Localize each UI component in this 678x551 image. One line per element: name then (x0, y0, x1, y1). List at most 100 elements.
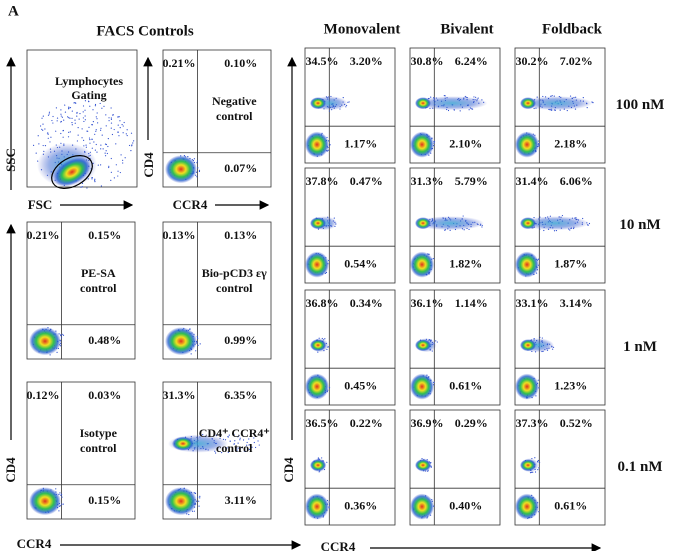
event-dot (55, 488, 57, 490)
axis-label: CD4 (3, 457, 18, 483)
event-dot (68, 117, 70, 119)
event-dot (81, 137, 83, 139)
event-dot (198, 170, 201, 173)
event-dot (44, 128, 46, 130)
event-dot (195, 350, 197, 352)
event-dot (130, 132, 133, 134)
event-dot (196, 162, 198, 164)
event-dot (196, 336, 198, 338)
event-dot (246, 444, 248, 446)
event-dot (333, 217, 335, 219)
event-dot (73, 102, 75, 104)
event-dot (481, 226, 483, 228)
event-dot (111, 133, 114, 136)
event-dot (47, 133, 49, 135)
event-dot (82, 117, 85, 119)
event-dot (115, 164, 117, 166)
event-dot (107, 145, 109, 148)
event-dot (88, 126, 90, 128)
event-dot (226, 447, 228, 449)
event-dot (94, 105, 97, 107)
quadrant-value: 0.45% (344, 378, 377, 392)
quadrant-value: 0.21% (163, 56, 196, 70)
event-dot (84, 115, 86, 117)
event-dot (566, 109, 568, 112)
event-dot (105, 150, 107, 152)
event-dot (92, 109, 94, 111)
event-dot (239, 439, 241, 441)
event-dot (60, 494, 62, 496)
event-dot (435, 340, 437, 342)
quadrant-value: 33.1% (516, 296, 549, 310)
event-dot (32, 144, 35, 147)
population-cloud (305, 131, 329, 158)
event-dot (96, 112, 98, 114)
event-dot (87, 130, 89, 132)
event-dot (432, 257, 434, 260)
event-dot (125, 133, 127, 135)
event-dot (42, 144, 44, 147)
event-dot (52, 122, 54, 124)
event-dot (68, 106, 70, 108)
quadrant-value: 31.4% (516, 174, 549, 188)
event-dot (91, 176, 93, 179)
event-dot (219, 433, 221, 436)
event-dot (50, 136, 52, 138)
event-dot (119, 171, 121, 174)
event-dot (243, 450, 245, 452)
event-dot (49, 354, 51, 356)
event-dot (67, 116, 69, 118)
event-dot (459, 110, 461, 112)
event-dot (110, 122, 113, 124)
quadrant-value: 37.8% (306, 174, 339, 188)
event-dot (91, 178, 93, 180)
event-dot (60, 115, 62, 117)
event-dot (85, 146, 87, 148)
quadrant-value: 30.8% (411, 54, 444, 68)
event-dot (131, 145, 133, 147)
quadrant-value: 2.10% (449, 136, 482, 150)
event-dot (113, 177, 115, 179)
event-dot (133, 140, 135, 142)
event-dot (328, 501, 330, 503)
event-dot (328, 387, 331, 389)
event-dot (592, 102, 594, 104)
event-dot (468, 228, 470, 231)
quadrant-value: 0.48% (88, 333, 121, 347)
event-dot (234, 440, 236, 442)
event-dot (233, 443, 236, 445)
event-dot (89, 139, 91, 141)
row-label: 100 nM (616, 97, 665, 113)
event-dot (47, 132, 49, 134)
event-dot (74, 122, 76, 124)
event-dot (132, 142, 134, 144)
event-dot (106, 152, 108, 155)
event-dot (436, 341, 438, 343)
event-dot (118, 116, 120, 118)
event-dot (190, 353, 192, 355)
quadrant-value: 0.07% (224, 161, 257, 175)
event-dot (328, 110, 330, 112)
event-dot (123, 121, 125, 124)
event-dot (120, 154, 122, 156)
population-cloud (165, 327, 197, 356)
event-dot (122, 132, 124, 134)
event-dot (119, 127, 121, 129)
plot-label: PE-SA (81, 266, 116, 280)
event-dot (93, 141, 95, 143)
event-dot (94, 178, 96, 180)
quadrant-value: 3.20% (350, 54, 383, 68)
event-dot (71, 110, 73, 112)
plot-label: Bio-pCD3 εγ (202, 266, 267, 280)
event-dot (236, 449, 238, 451)
event-dot (49, 141, 51, 143)
event-dot (42, 115, 44, 117)
event-dot (68, 107, 70, 109)
event-dot (80, 186, 82, 188)
event-dot (61, 333, 63, 335)
event-dot (473, 96, 475, 98)
quadrant-value: 1.14% (455, 296, 488, 310)
event-dot (529, 471, 532, 474)
event-dot (62, 503, 64, 505)
event-dot (188, 513, 190, 516)
